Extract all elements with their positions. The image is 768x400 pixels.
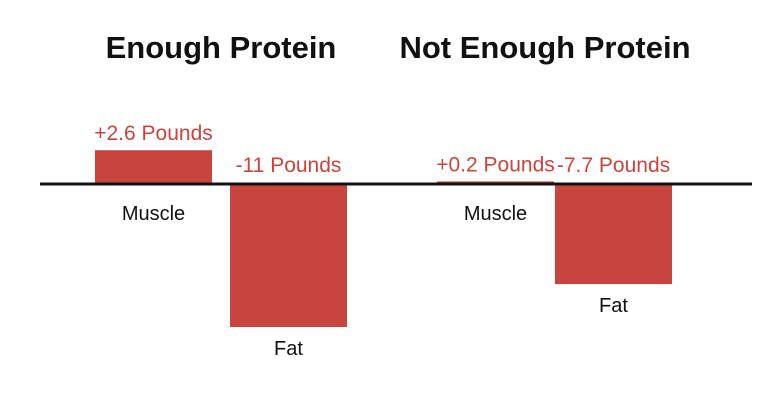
group-2-fat-bar (555, 184, 672, 285)
group-1-fat-value-label: -11 Pounds (236, 154, 342, 177)
group-2-fat-category-label: Fat (599, 295, 628, 317)
group-1-fat-bar (230, 184, 347, 327)
labels-layer: +2.6 Pounds Muscle -11 Pounds Fat +0.2 Pound… (94, 122, 670, 360)
group-title-enough-protein: Enough Protein (106, 30, 337, 65)
group-1-muscle-value-label: +2.6 Pounds (94, 122, 213, 145)
group-2-fat-value-label: -7.7 Pounds (557, 154, 670, 177)
group-1-muscle-bar (95, 150, 212, 184)
group-2-muscle-category-label: Muscle (464, 203, 527, 225)
bars-layer (95, 150, 672, 327)
group-titles: Enough Protein Not Enough Protein (106, 30, 691, 65)
group-title-not-enough-protein: Not Enough Protein (399, 30, 690, 65)
group-1-fat-category-label: Fat (274, 338, 303, 360)
group-2-muscle-value-label: +0.2 Pounds (436, 153, 555, 176)
group-1-muscle-category-label: Muscle (122, 203, 185, 225)
